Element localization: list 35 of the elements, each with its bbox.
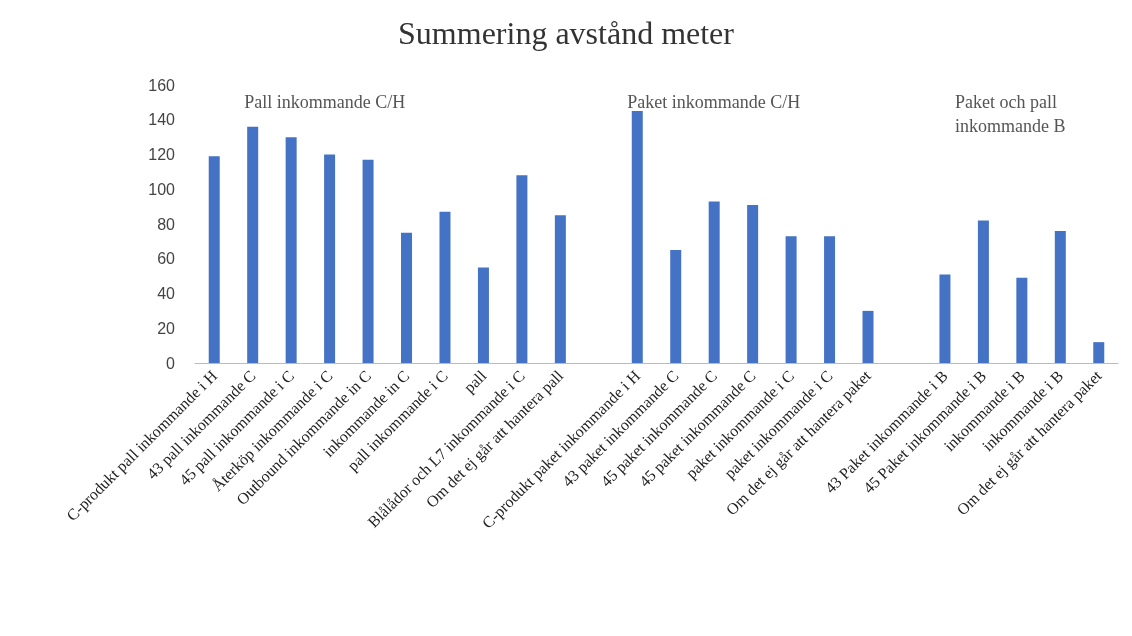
bar <box>247 126 259 363</box>
bar <box>208 156 220 363</box>
bar <box>1093 342 1105 363</box>
annotation: Pall inkommande C/H <box>244 92 406 112</box>
bar <box>324 154 336 363</box>
bar <box>631 111 643 363</box>
bar <box>1016 277 1028 363</box>
bar <box>824 236 836 363</box>
y-tick-label: 80 <box>157 215 176 233</box>
y-tick-label: 160 <box>148 76 176 94</box>
bar <box>554 215 566 363</box>
y-tick-label: 60 <box>157 250 176 268</box>
bar <box>747 204 759 363</box>
bar <box>977 220 989 363</box>
bar <box>439 211 451 363</box>
bar <box>477 267 489 363</box>
y-tick-label: 140 <box>148 111 176 129</box>
bar <box>285 137 297 363</box>
bar <box>401 232 413 363</box>
bar <box>1054 230 1066 363</box>
annotation: Paket och pall inkommande B <box>954 92 1066 136</box>
bar <box>670 250 682 363</box>
y-tick-label: 20 <box>157 319 176 337</box>
bar <box>516 175 528 363</box>
annotation: Paket inkommande C/H <box>627 92 801 112</box>
bar <box>785 236 797 363</box>
bar <box>708 201 720 363</box>
y-tick-label: 100 <box>148 180 176 198</box>
y-tick-label: 120 <box>148 146 176 163</box>
bar <box>362 159 374 363</box>
bar <box>939 274 951 363</box>
chart-title: Summering avstånd meter <box>398 15 735 51</box>
bar <box>862 310 874 363</box>
y-tick-label: 40 <box>157 285 176 302</box>
y-tick-label: 0 <box>166 354 176 372</box>
